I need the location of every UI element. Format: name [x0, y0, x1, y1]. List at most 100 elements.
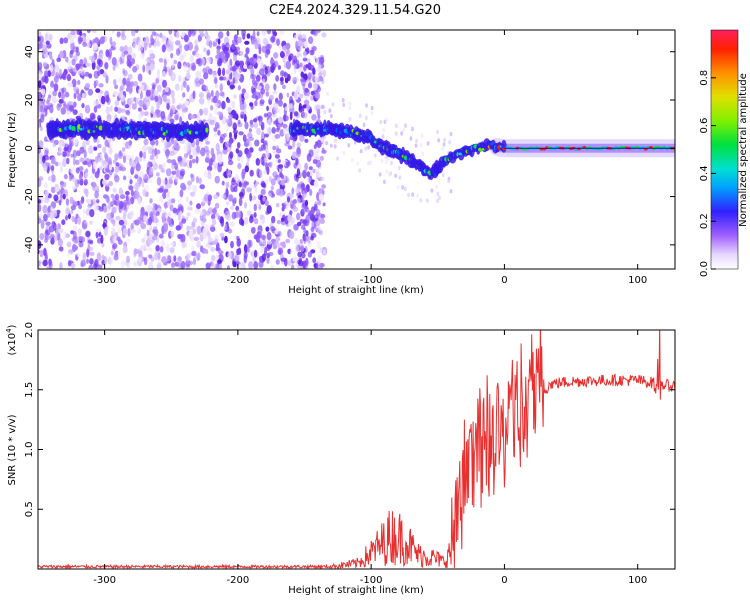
spectrogram-noise-point	[77, 79, 81, 85]
spectrogram-noise-point	[282, 241, 286, 248]
spectrogram-noise-point	[243, 255, 247, 264]
spectrogram-noise-point	[49, 87, 53, 96]
spectrogram-noise-point	[49, 64, 54, 73]
spectrogram-noise-point	[395, 123, 398, 128]
spectrogram-noise-point	[248, 128, 252, 133]
spectrogram-noise-point	[61, 219, 66, 226]
spectrogram-noise-point	[279, 212, 284, 220]
spectrogram-noise-point	[248, 261, 254, 269]
spectrogram-noise-point	[244, 53, 248, 58]
spectrogram-noise-point	[83, 149, 87, 159]
spectrogram-noise-point	[244, 202, 247, 209]
spectrogram-noise-point	[72, 243, 77, 253]
spectrogram-noise-point	[124, 104, 130, 109]
spectrogram-noise-point	[299, 62, 303, 68]
spectrogram-noise-point	[156, 262, 162, 269]
spectrogram-noise-point	[72, 46, 78, 53]
spectrogram-noise-point	[237, 85, 241, 91]
spectrogram-noise-point	[258, 147, 264, 152]
spectrogram-noise-point	[78, 173, 83, 181]
spectrogram-noise-point	[177, 74, 182, 83]
spectrogram-noise-point	[293, 92, 298, 99]
spectrogram-noise-point	[319, 56, 325, 65]
spectrogram-noise-point	[99, 69, 105, 75]
spectrogram-noise-point	[319, 262, 325, 268]
spectrogram-noise-point	[303, 227, 307, 234]
spectrogram-noise-point	[148, 167, 154, 176]
spectrogram-noise-point	[437, 138, 441, 143]
spectrogram-noise-point	[315, 104, 321, 113]
spectrogram-noise-point	[189, 94, 194, 103]
spectrogram-noise-point	[382, 128, 385, 133]
spectrogram-noise-point	[161, 38, 166, 43]
spectrogram-noise-point	[57, 228, 64, 234]
spectrogram-noise-point	[92, 42, 98, 51]
spectrogram-noise-point	[142, 64, 146, 73]
spectrogram-noise-point	[296, 221, 302, 227]
spectrogram-noise-point	[62, 159, 67, 168]
spectrogram-noise-point	[272, 30, 276, 35]
spectrogram-noise-point	[114, 166, 120, 173]
spectrogram-noise-point	[326, 91, 329, 97]
spectrogram-noise-point	[243, 180, 248, 188]
spectrogram-noise-point	[419, 143, 423, 148]
spectrogram-noise-point	[109, 257, 113, 265]
spectrogram-noise-point	[183, 34, 189, 43]
spectrogram-noise-point	[414, 143, 418, 148]
spectrogram-noise-point	[274, 154, 280, 159]
spectrogram-noise-point	[315, 168, 320, 174]
spectrogram-noise-point	[114, 193, 120, 201]
spectrogram-noise-point	[304, 138, 309, 143]
spectrogram-noise-point	[176, 144, 181, 151]
spectrogram-noise-point	[310, 206, 316, 214]
spectrogram-noise-point	[312, 168, 316, 174]
spectrogram-noise-point	[256, 127, 261, 136]
spectrogram-noise-point	[216, 48, 221, 56]
spectrogram-noise-point	[303, 99, 310, 105]
spectrogram-noise-point	[366, 161, 370, 166]
spectrogram-noise-point	[89, 251, 95, 256]
spectrogram-noise-point	[261, 182, 266, 188]
spectrogram-noise-point	[216, 212, 219, 218]
spectrogram-noise-point	[60, 92, 65, 101]
spectrogram-noise-point	[260, 245, 265, 254]
snr-x-tick-label: -300	[93, 575, 116, 586]
spectrogram-noise-point	[301, 203, 307, 210]
spectrogram-noise-point	[96, 58, 102, 66]
spectrogram-noise-point	[171, 170, 177, 175]
spectrogram-noise-point	[62, 37, 68, 43]
spectrogram-noise-point	[104, 139, 109, 147]
spectrogram-noise-point	[227, 169, 232, 176]
spectrogram-noise-point	[162, 70, 166, 78]
spectrogram-noise-point	[315, 159, 322, 168]
spectrogram-noise-point	[56, 209, 61, 215]
spectrogram-noise-point	[278, 116, 284, 124]
spectrogram-noise-point	[258, 260, 264, 268]
spectrogram-noise-point	[254, 139, 260, 147]
spectrogram-noise-point	[128, 175, 132, 180]
spectrogram-noise-point	[38, 199, 42, 204]
spectrogram-noise-point	[275, 236, 281, 242]
snr-multiplier: (x104)	[5, 324, 18, 355]
spectrogram-noise-point	[177, 212, 181, 222]
spectrogram-noise-point	[311, 114, 317, 121]
spectrogram-y-label: Frequency (Hz)	[7, 112, 18, 188]
spectrogram-noise-point	[212, 71, 218, 79]
spectrogram-x-tick-label: -100	[360, 275, 383, 286]
spectrogram-noise-point	[114, 175, 120, 183]
spectrogram-noise-point	[228, 153, 233, 162]
spectrogram-noise-point	[208, 158, 213, 167]
spectrogram-noise-point	[277, 159, 281, 164]
spectrogram-noise-point	[241, 171, 245, 180]
spectrogram-noise-point	[48, 33, 53, 41]
spectrogram-noise-point	[303, 186, 308, 194]
spectrogram-noise-point	[59, 50, 64, 59]
spectrogram-noise-point	[112, 187, 117, 193]
snr-y-tick-label: 1.0	[24, 442, 35, 458]
spectrogram-noise-point	[72, 67, 78, 74]
spectrogram-noise-point	[320, 213, 326, 219]
spectrogram-noise-point	[228, 194, 234, 202]
spectrogram-noise-point	[189, 159, 193, 169]
spectrogram-noise-point	[137, 256, 143, 262]
spectrogram-noise-point	[275, 119, 279, 128]
